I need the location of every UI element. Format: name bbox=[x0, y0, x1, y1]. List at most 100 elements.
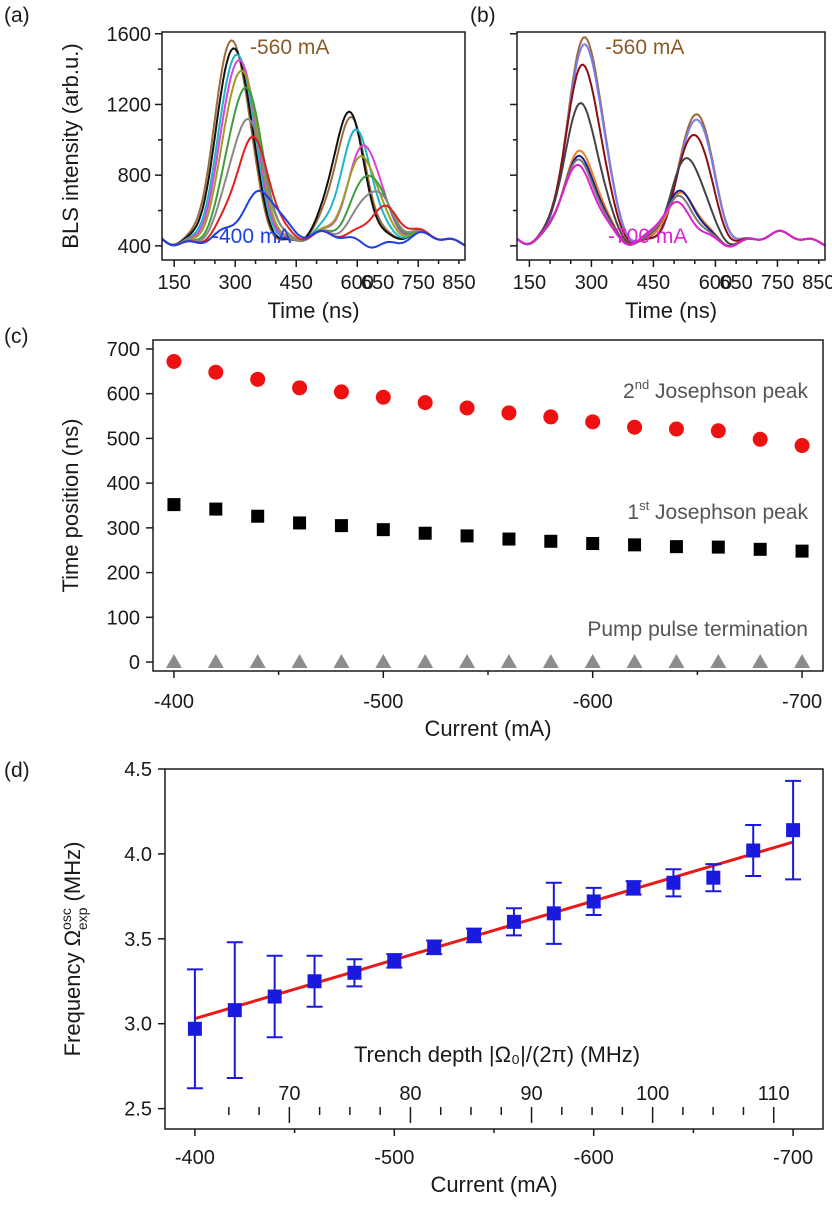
b-xlabel: Time (ns) bbox=[625, 298, 717, 323]
d-point bbox=[786, 823, 801, 838]
a-series-line-4 bbox=[162, 69, 465, 247]
b-series-line-7 bbox=[517, 163, 825, 248]
c-point-2nd-peak bbox=[417, 395, 433, 411]
b-xtick-label: 650 bbox=[719, 272, 752, 294]
b-annotation-700: -700 mA bbox=[608, 225, 687, 248]
c-ytick-label: 200 bbox=[107, 563, 140, 585]
c-point-pump-termination bbox=[626, 654, 643, 669]
a-ytick-label: 400 bbox=[118, 236, 151, 258]
c-point-1st-peak bbox=[795, 544, 809, 558]
c-label-pump: Pump pulse termination bbox=[587, 618, 808, 641]
c-ytick-label: 0 bbox=[129, 652, 140, 674]
b-xtick-label: 600 bbox=[699, 272, 732, 294]
d-ytick-label: 2.5 bbox=[124, 1099, 152, 1121]
c-point-1st-peak bbox=[753, 542, 767, 556]
a-panel-label: (a) bbox=[4, 4, 30, 27]
d-point bbox=[586, 894, 601, 909]
d-point bbox=[467, 928, 482, 943]
c-point-1st-peak bbox=[209, 502, 223, 516]
c-point-2nd-peak bbox=[794, 438, 810, 454]
c-point-2nd-peak bbox=[292, 380, 308, 396]
d-point bbox=[706, 870, 721, 885]
a-annotation-560: -560 mA bbox=[250, 36, 329, 59]
d-point bbox=[666, 875, 681, 890]
a-frame bbox=[161, 31, 466, 261]
d-top-axis-label: 110 bbox=[758, 1083, 790, 1105]
d-point bbox=[267, 989, 282, 1004]
c-point-pump-termination bbox=[500, 654, 517, 669]
c-point-2nd-peak bbox=[543, 409, 559, 425]
c-point-2nd-peak bbox=[166, 353, 182, 369]
b-xtick-label: 450 bbox=[637, 272, 670, 294]
c-ylabel: Time position (ns) bbox=[58, 418, 83, 592]
d-point bbox=[227, 1003, 242, 1018]
c-xlabel: Current (mA) bbox=[424, 716, 551, 741]
a-ytick-label: 1600 bbox=[107, 24, 152, 46]
c-point-pump-termination bbox=[710, 654, 727, 669]
c-ytick-label: 100 bbox=[107, 607, 140, 629]
d-point bbox=[307, 974, 322, 989]
c-point-pump-termination bbox=[542, 654, 559, 669]
c-point-2nd-peak bbox=[752, 431, 768, 447]
c-point-pump-termination bbox=[249, 654, 266, 669]
c-point-1st-peak bbox=[293, 516, 307, 530]
c-point-pump-termination bbox=[207, 654, 224, 669]
b-series-line-2 bbox=[517, 63, 825, 247]
d-xtick-label: -500 bbox=[374, 1147, 414, 1169]
c-xtick-label: -400 bbox=[154, 691, 194, 713]
b-xtick-label: 300 bbox=[575, 272, 608, 294]
a-xtick-label: 650 bbox=[361, 272, 394, 294]
c-ytick-label: 300 bbox=[107, 518, 140, 540]
d-xtick-label: -600 bbox=[574, 1147, 614, 1169]
a-ytick-label: 1200 bbox=[107, 94, 152, 116]
d-ytick-label: 4.0 bbox=[124, 844, 152, 866]
c-point-2nd-peak bbox=[459, 400, 475, 416]
d-point bbox=[347, 965, 362, 980]
c-ytick-label: 400 bbox=[107, 473, 140, 495]
c-panel: (c) 0 100 200 300 400 500 600 700 -400 -500 -600 -70… bbox=[4, 325, 824, 741]
c-point-pump-termination bbox=[165, 654, 182, 669]
a-panel: 150 300 450 600 750 650 850 Time (ns) 400 800 1200… bbox=[4, 4, 476, 323]
d-top-axis-label: 90 bbox=[520, 1083, 542, 1105]
b-xtick-label: 850 bbox=[802, 272, 832, 294]
c-point-pump-termination bbox=[375, 654, 392, 669]
c-point-1st-peak bbox=[376, 523, 390, 537]
d-ylabel: Frequency Ωoscexp (MHz) bbox=[58, 842, 90, 1057]
d-panel-label: (d) bbox=[4, 759, 30, 782]
c-point-1st-peak bbox=[418, 526, 432, 540]
c-point-pump-termination bbox=[668, 654, 685, 669]
c-point-1st-peak bbox=[544, 534, 558, 548]
d-top-axis-label: 100 bbox=[636, 1083, 669, 1105]
b-series-line-0 bbox=[517, 36, 825, 247]
d-ytick-label: 4.5 bbox=[124, 759, 152, 781]
c-point-1st-peak bbox=[334, 519, 348, 533]
a-xtick-label: 850 bbox=[442, 272, 475, 294]
c-point-2nd-peak bbox=[375, 389, 391, 405]
a-xtick-label: 600 bbox=[341, 272, 374, 294]
b-frame bbox=[516, 31, 826, 261]
d-point bbox=[626, 880, 641, 895]
c-ytick-label: 600 bbox=[107, 384, 140, 406]
a-xtick-label: 450 bbox=[280, 272, 313, 294]
c-ytick-label: 500 bbox=[107, 428, 140, 450]
c-point-2nd-peak bbox=[501, 405, 517, 421]
c-point-2nd-peak bbox=[585, 414, 601, 430]
a-xtick-label: 150 bbox=[158, 272, 191, 294]
a-series-line-8 bbox=[162, 189, 465, 249]
c-point-1st-peak bbox=[711, 540, 725, 554]
c-ytick-label: 700 bbox=[107, 339, 140, 361]
b-annotation-560: -560 mA bbox=[605, 36, 684, 59]
c-point-2nd-peak bbox=[710, 423, 726, 439]
d-point bbox=[427, 940, 442, 955]
c-point-2nd-peak bbox=[627, 419, 643, 435]
d-top-axis-title: Trench depth |Ω₀|/(2π) (MHz) bbox=[354, 1042, 640, 1067]
c-point-pump-termination bbox=[459, 654, 476, 669]
a-annotation-400: -400 mA bbox=[212, 225, 291, 248]
d-point bbox=[546, 906, 561, 921]
c-point-pump-termination bbox=[291, 654, 308, 669]
c-point-1st-peak bbox=[628, 538, 642, 552]
a-series-group bbox=[162, 39, 465, 249]
c-point-2nd-peak bbox=[250, 371, 266, 387]
d-fit-line bbox=[194, 840, 794, 1021]
